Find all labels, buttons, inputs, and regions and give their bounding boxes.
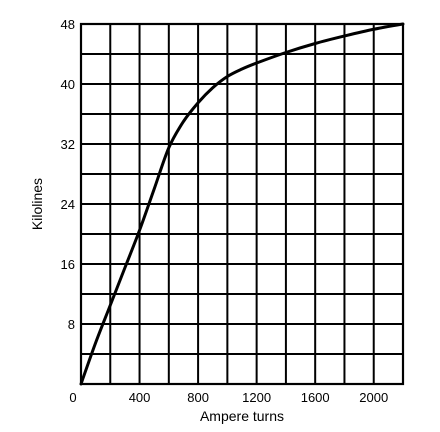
x-tick-label: 800 bbox=[187, 390, 209, 405]
tick-labels: 0 400 800 1200 1600 2000 8 16 24 32 40 48 bbox=[61, 17, 389, 405]
grid bbox=[81, 24, 403, 384]
y-axis-title: Kilolines bbox=[29, 178, 45, 230]
y-tick-label: 8 bbox=[68, 317, 75, 332]
y-tick-label: 16 bbox=[61, 257, 75, 272]
y-tick-label: 40 bbox=[61, 77, 75, 92]
x-tick-label: 1200 bbox=[242, 390, 271, 405]
x-tick-label: 400 bbox=[129, 390, 151, 405]
x-tick-label: 0 bbox=[69, 390, 76, 405]
x-axis-title: Ampere turns bbox=[200, 408, 284, 424]
plot-frame bbox=[79, 22, 405, 386]
y-tick-label: 24 bbox=[61, 197, 75, 212]
x-tick-label: 2000 bbox=[359, 390, 388, 405]
data-curve bbox=[79, 22, 405, 386]
x-tick-label: 1600 bbox=[301, 390, 330, 405]
y-tick-label: 48 bbox=[61, 17, 75, 32]
y-tick-label: 32 bbox=[61, 137, 75, 152]
